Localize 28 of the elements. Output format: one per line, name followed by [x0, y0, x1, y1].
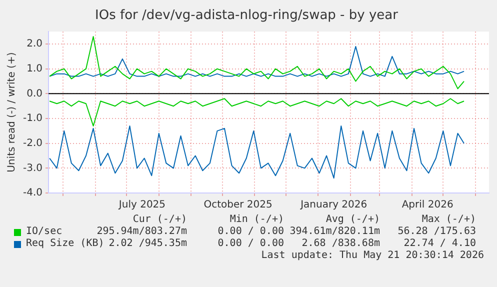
x-tick-label: April 2026 — [402, 200, 454, 211]
text: Cur (-/+) — [132, 214, 187, 225]
text: Max (-/+) — [422, 214, 476, 225]
y-tick-label: -2.0 — [22, 138, 43, 149]
y-tick-label: -4.0 — [22, 188, 43, 199]
text: Avg (-/+) — [326, 214, 380, 225]
text: 0.00 / 0.00 — [218, 226, 284, 237]
y-tick-label: 2.0 — [26, 38, 43, 50]
x-tick-label: July 2025 — [118, 200, 166, 211]
legend-label: Req Size (KB) — [26, 238, 104, 249]
x-tick-label: January 2026 — [300, 200, 368, 211]
y-tick-label: -3.0 — [22, 162, 43, 174]
text: 295.94m/803.27m — [96, 226, 187, 237]
text: 0.00 / 0.00 — [218, 238, 284, 249]
y-tick-label: -1.0 — [22, 113, 43, 124]
chart-title: IOs for /dev/vg-adista-nlog-ring/swap - by year — [95, 8, 399, 24]
text: Last update: Thu May 21 20:30:14 2026 — [261, 250, 484, 261]
text: 22.74 / 4.10 — [404, 238, 476, 249]
x-tick-label: October 2025 — [204, 200, 272, 211]
text: Min (-/+) — [230, 214, 284, 225]
text: 56.28 /175.63 — [398, 226, 476, 237]
y-tick-label: 1.0 — [26, 63, 43, 74]
text: 2.68 /838.68m — [302, 238, 380, 249]
y-axis-title: Units read (-) / write (+) — [6, 52, 18, 172]
text: 394.61m/820.11m — [290, 226, 380, 237]
text: 2.02 /945.35m — [108, 238, 187, 249]
y-tick-label: 0.0 — [26, 88, 43, 100]
legend-label: IO/sec — [26, 226, 62, 237]
